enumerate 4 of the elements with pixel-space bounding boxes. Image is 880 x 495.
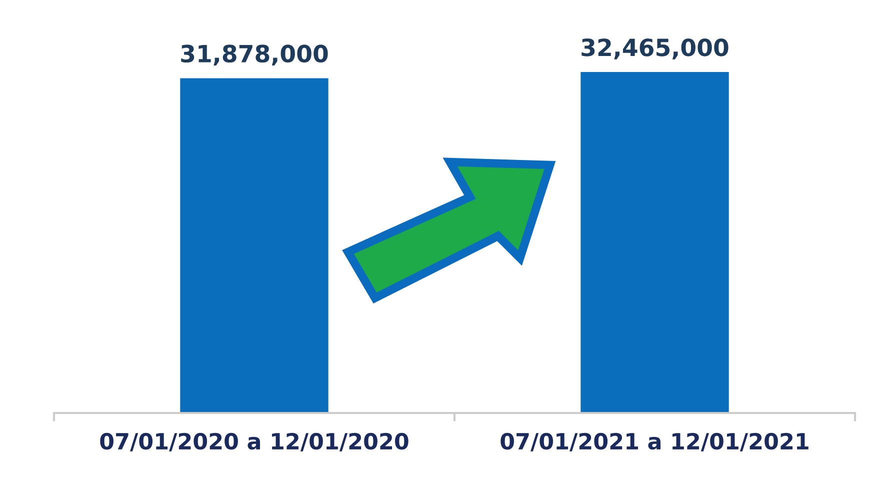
x-tick-label: 07/01/2021 a 12/01/2021 xyxy=(500,432,808,452)
data-label: 32,465,000 xyxy=(582,38,728,60)
x-tick-label: 07/01/2020 a 12/01/2020 xyxy=(100,432,408,452)
data-label: 31,878,000 xyxy=(181,44,328,66)
